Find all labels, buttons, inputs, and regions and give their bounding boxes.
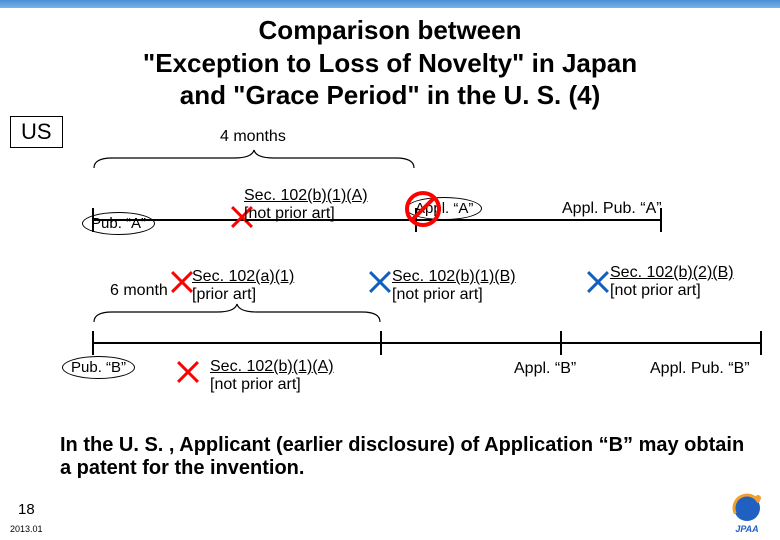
conclusion-text: In the U. S. , Applicant (earlier disclo… xyxy=(60,434,750,480)
sec-ref: Sec. 102(b)(2)(B) xyxy=(610,264,734,281)
title-line-2: "Exception to Loss of Novelty" in Japan xyxy=(143,48,637,78)
brace-6month-label: 6 month xyxy=(110,282,168,300)
sec-102b1b-caption: Sec. 102(b)(1)(B) [not prior art] xyxy=(392,268,516,305)
sec-ref: Sec. 102(a)(1) xyxy=(192,268,294,285)
sec-102b2b-caption: Sec. 102(b)(2)(B) [not prior art] xyxy=(610,264,734,301)
sec-102b1a-caption-2: Sec. 102(b)(1)(A) [not prior art] xyxy=(210,358,334,395)
sec-102b1a-caption-1: Sec. 102(b)(1)(A) [not prior art] xyxy=(244,187,368,224)
x-red-icon xyxy=(174,358,202,386)
status-text: [not prior art] xyxy=(392,286,483,303)
pub-a-oval: Pub. “A” xyxy=(82,212,155,235)
x-blue-icon xyxy=(584,268,612,296)
tick xyxy=(560,331,562,355)
us-box: US xyxy=(10,116,63,148)
prohibit-icon xyxy=(404,190,442,228)
timeline-b xyxy=(92,342,760,344)
accent-bar xyxy=(0,0,780,8)
timeline-a xyxy=(92,219,660,221)
brace-4months xyxy=(92,148,416,170)
appl-b-label: Appl. “B” xyxy=(514,360,576,378)
pub-b-oval: Pub. “B” xyxy=(62,356,135,379)
x-blue-icon xyxy=(366,268,394,296)
brace-4months-label: 4 months xyxy=(220,128,286,146)
title-line-1: Comparison between xyxy=(259,15,522,45)
status-text: [not prior art] xyxy=(244,205,335,222)
brace-6month xyxy=(92,302,382,324)
page-number: 18 xyxy=(18,501,35,518)
sec-102a1-caption: Sec. 102(a)(1) [prior art] xyxy=(192,268,294,305)
tick xyxy=(380,331,382,355)
sec-ref: Sec. 102(b)(1)(B) xyxy=(392,268,516,285)
svg-text:JPAA: JPAA xyxy=(735,524,758,534)
page-title: Comparison between "Exception to Loss of… xyxy=(0,8,780,116)
date-label: 2013.01 xyxy=(10,524,43,534)
appl-pub-a-label: Appl. Pub. “A” xyxy=(562,200,662,218)
status-text: [not prior art] xyxy=(210,376,301,393)
status-text: [not prior art] xyxy=(610,282,701,299)
title-line-3: and "Grace Period" in the U. S. (4) xyxy=(180,80,601,110)
tick xyxy=(92,331,94,355)
sec-ref: Sec. 102(b)(1)(A) xyxy=(210,358,334,375)
appl-pub-b-label: Appl. Pub. “B” xyxy=(650,360,750,378)
tick xyxy=(760,331,762,355)
jpaa-logo: JPAA xyxy=(722,492,772,534)
status-text: [prior art] xyxy=(192,286,256,303)
sec-ref: Sec. 102(b)(1)(A) xyxy=(244,187,368,204)
